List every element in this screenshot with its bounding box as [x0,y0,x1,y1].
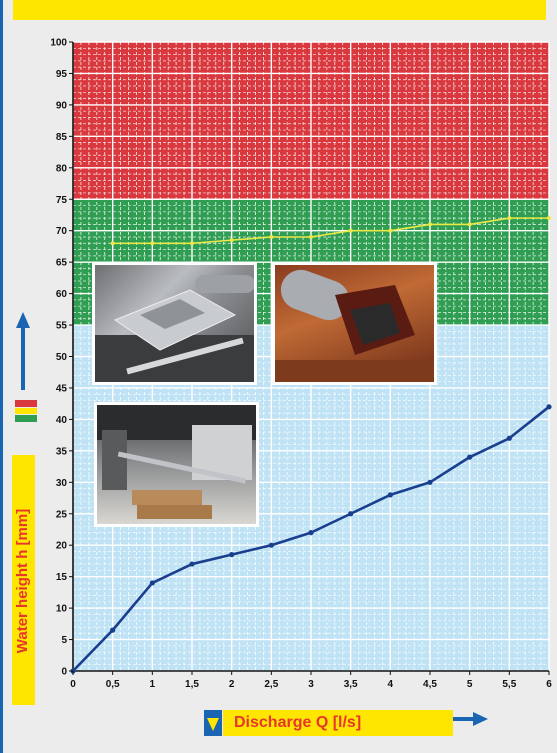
photo-screen-module [92,262,257,385]
x-tick-label: 5 [467,679,473,690]
legend-bar-red [15,400,37,407]
y-tick-label: 85 [56,132,68,143]
data-point-threshold [110,241,115,246]
data-point-threshold [269,234,274,239]
x-tick-label: 2,5 [264,679,278,690]
y-tick-label: 40 [56,415,68,426]
series-line-threshold [112,217,549,245]
y-axis-title: Water height h [mm] [14,508,31,654]
data-point-main [149,580,155,586]
y-tick-label: 50 [56,352,68,363]
x-tick-label: 3 [308,679,314,690]
y-axis-arrow-head [16,312,30,328]
y-tick-label: 55 [56,321,68,332]
x-arrow-down-glyph [207,718,219,731]
data-point-main [189,561,195,567]
data-point-threshold [348,228,353,233]
y-tick-label: 65 [56,258,68,269]
legend-bar-green [15,415,37,422]
y-tick-label: 80 [56,163,68,174]
y-tick-label: 95 [56,69,68,80]
data-point-main [506,435,512,441]
y-tick-label: 0 [61,667,67,678]
title-banner [13,0,546,20]
x-tick-label: 0 [70,679,76,690]
y-tick-label: 15 [56,572,68,583]
y-tick-label: 20 [56,541,68,552]
photo-laboratory-hall [94,402,259,527]
x-tick-label: 1 [150,679,156,690]
y-tick-label: 100 [50,38,67,49]
y-tick-label: 90 [56,100,68,111]
y-tick-label: 75 [56,195,68,206]
x-tick-label: 6 [546,679,552,690]
y-tick-label: 70 [56,226,68,237]
data-point-threshold [309,234,313,239]
y-axis-title-box: Water height h [mm] [12,455,35,705]
data-point-threshold [547,216,551,221]
x-tick-label: 1,5 [185,679,199,690]
x-tick-label: 0,5 [106,679,120,690]
y-tick-label: 45 [56,383,68,394]
x-tick-label: 4 [388,679,394,690]
data-point-threshold [467,222,472,227]
x-tick-label: 3,5 [344,679,358,690]
data-point-main [467,454,473,460]
data-point-main [348,511,354,517]
data-point-main [308,530,314,536]
photo-channel-outlet-sketch [275,269,434,382]
y-tick-label: 35 [56,446,68,457]
x-axis-arrow-head [473,712,488,726]
x-axis-title: Discharge Q [l/s] [234,714,362,731]
x-tick-label: 5,5 [502,679,516,690]
photo-laboratory-hall-sketch [97,405,256,519]
data-point-threshold [428,222,432,227]
photo-screen-module-sketch [95,275,254,382]
x-tick-label: 2 [229,679,235,690]
data-point-main [427,479,433,485]
data-point-threshold [388,228,393,233]
data-point-threshold [190,241,194,246]
photo-channel-outlet [272,262,437,385]
x-tick-label: 4,5 [423,679,437,690]
y-tick-label: 10 [56,604,68,615]
x-axis-title-box: Discharge Q [l/s] [223,710,453,736]
data-point-threshold [150,241,155,246]
legend-bar-yellow [15,408,37,414]
data-point-main [268,542,274,548]
data-point-main [110,627,116,633]
y-tick-label: 25 [56,509,68,520]
data-point-threshold [507,216,512,221]
data-point-threshold [229,238,234,243]
data-point-main [546,404,552,410]
y-tick-label: 5 [61,635,67,646]
y-tick-label: 30 [56,478,68,489]
y-tick-label: 60 [56,289,68,300]
data-point-main [229,552,235,558]
data-point-main [387,492,393,498]
